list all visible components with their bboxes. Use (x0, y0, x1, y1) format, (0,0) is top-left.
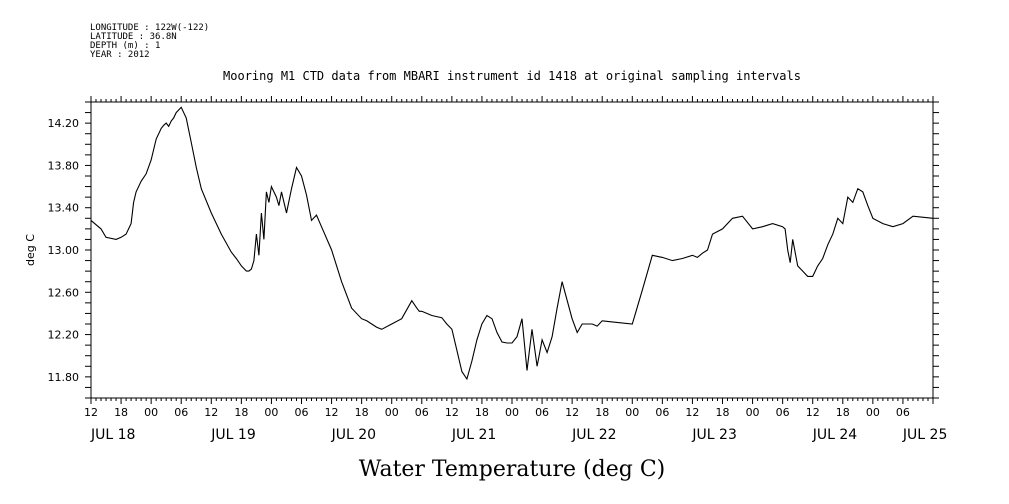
y-tick-label: 14.20 (48, 117, 80, 130)
x-tick-label: 00 (385, 406, 399, 419)
x-tick-label: 06 (535, 406, 549, 419)
x-date-label: JUL 20 (331, 427, 376, 443)
x-tick-label: 12 (565, 406, 579, 419)
plot-frame (90, 101, 934, 399)
axis-ticks: 12 18 00 06 12 18 00 06 12 18 00 06 12 18 00 06 12 18 00 06… (48, 96, 947, 443)
x-tick-label: 18 (234, 406, 248, 419)
x-tick-label: 06 (655, 406, 669, 419)
x-tick-label: 12 (685, 406, 699, 419)
x-axis-label: Water Temperature (deg C) (359, 457, 666, 482)
x-tick-label: 12 (325, 406, 339, 419)
x-tick-label: 12 (806, 406, 820, 419)
x-tick-label: 18 (114, 406, 128, 419)
y-tick-label: 12.60 (48, 286, 80, 299)
x-date-label: JUL 25 (902, 427, 947, 443)
x-tick-label: 00 (264, 406, 278, 419)
y-tick-label: 13.80 (48, 159, 80, 172)
x-tick-label: 12 (445, 406, 459, 419)
y-tick-label: 13.00 (48, 244, 80, 257)
x-tick-label: 06 (295, 406, 309, 419)
x-date-label: JUL 19 (210, 427, 255, 443)
x-tick-label: 18 (355, 406, 369, 419)
x-tick-label: 18 (836, 406, 850, 419)
x-date-label: JUL 22 (571, 427, 616, 443)
x-date-label: JUL 18 (90, 427, 135, 443)
x-date-label: JUL 21 (451, 427, 496, 443)
x-tick-label: 00 (144, 406, 158, 419)
x-tick-label: 00 (866, 406, 880, 419)
y-tick-label: 13.40 (48, 202, 80, 215)
metadata-line: LATITUDE : 36.8N (90, 32, 177, 42)
x-tick-label: 12 (84, 406, 98, 419)
x-tick-label: 06 (174, 406, 188, 419)
x-tick-label: 06 (896, 406, 910, 419)
chart-title: Mooring M1 CTD data from MBARI instrumen… (223, 69, 801, 83)
x-tick-label: 12 (204, 406, 218, 419)
metadata-line: LONGITUDE : 122W(-122) (90, 23, 209, 33)
x-date-label: JUL 23 (691, 427, 736, 443)
x-tick-label: 18 (595, 406, 609, 419)
x-tick-label: 00 (505, 406, 519, 419)
x-tick-label: 18 (475, 406, 489, 419)
x-tick-label: 00 (746, 406, 760, 419)
metadata-line: YEAR : 2012 (90, 50, 150, 60)
metadata-line: DEPTH (m) : 1 (90, 41, 160, 51)
x-tick-label: 06 (415, 406, 429, 419)
y-tick-label: 11.80 (48, 371, 80, 384)
x-tick-label: 06 (776, 406, 790, 419)
series-line-water-temperature (90, 106, 934, 381)
y-tick-label: 12.20 (48, 329, 80, 342)
x-tick-label: 00 (625, 406, 639, 419)
x-date-label: JUL 24 (812, 427, 858, 443)
x-tick-label: 18 (716, 406, 730, 419)
y-axis-label: deg C (24, 234, 37, 266)
metadata-block: LONGITUDE : 122W(-122)LATITUDE : 36.8NDE… (90, 23, 209, 60)
